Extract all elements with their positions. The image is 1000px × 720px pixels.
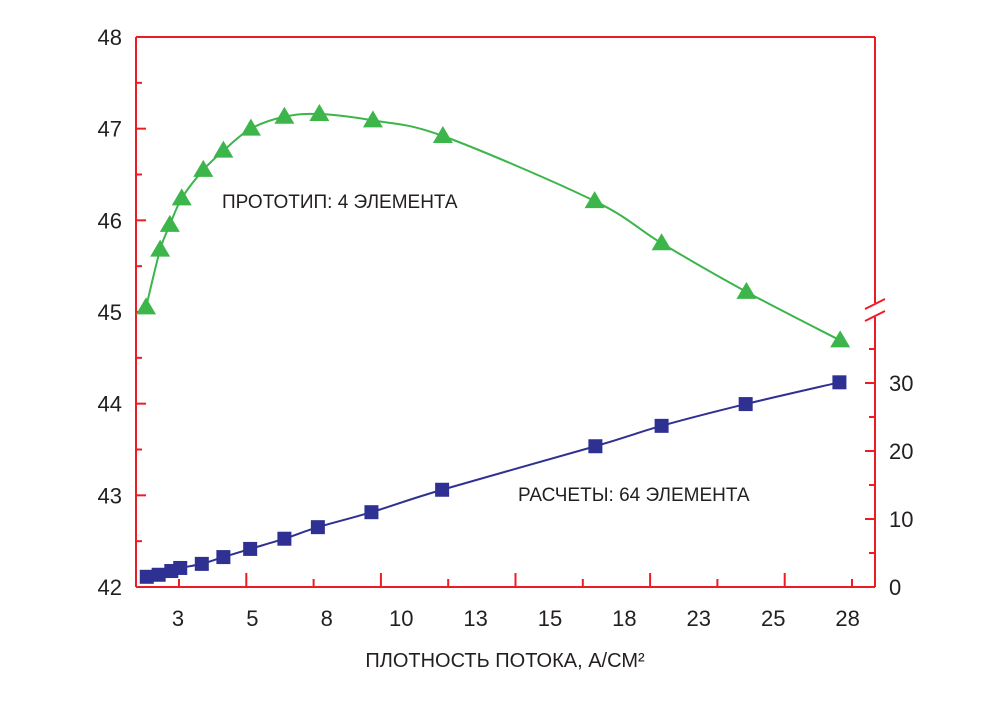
prototype-data-point — [171, 188, 192, 206]
curves — [145, 112, 841, 578]
calculated-data-point — [277, 531, 292, 546]
left-tick-label: 47 — [98, 117, 122, 142]
prototype-data-point — [193, 159, 214, 177]
prototype-data-point — [274, 106, 295, 124]
calculated-data-point — [139, 569, 154, 584]
x-tick-label: 23 — [687, 606, 711, 631]
x-tick-label: 5 — [246, 606, 258, 631]
left-tick-label: 42 — [98, 575, 122, 600]
markers — [136, 104, 851, 584]
calculated-data-point — [243, 541, 258, 556]
series-label-calculated: РАСЧЕТЫ: 64 ЭЛЕМЕНТА — [518, 485, 750, 506]
prototype-data-point — [309, 104, 330, 121]
prototype-data-point — [159, 214, 180, 232]
prototype-data-point — [213, 140, 234, 158]
calculated-data-point — [364, 505, 379, 520]
right-tick-label: 30 — [889, 371, 913, 396]
prototype-data-point — [584, 191, 605, 209]
x-tick-label: 10 — [389, 606, 413, 631]
calculated-data-point — [435, 482, 450, 497]
right-tick-label: 10 — [889, 507, 913, 532]
x-tick-label: 3 — [172, 606, 184, 631]
calculated-data-point — [173, 560, 188, 575]
prototype-data-point — [651, 233, 672, 251]
left-tick-label: 46 — [98, 208, 122, 233]
left-tick-label: 48 — [98, 25, 122, 50]
calculated-data-point — [832, 375, 847, 390]
calculated-data-point — [151, 567, 166, 582]
prototype-data-point — [240, 118, 261, 136]
left-tick-label: 43 — [98, 483, 122, 508]
right-tick-label: 0 — [889, 575, 901, 600]
axes: 42 43 44 45 46 47 48 0 10 20 30 3 5 8 10 13 15 18 23 25 28 — [98, 25, 914, 631]
left-tick-label: 44 — [98, 392, 122, 417]
series-label-prototype: ПРОТОТИП: 4 ЭЛЕМЕНТА — [222, 192, 458, 213]
prototype-data-point — [362, 110, 383, 128]
axis-break-mark — [864, 310, 886, 322]
calculated-data-point — [654, 418, 669, 433]
calculated-data-point — [310, 520, 325, 535]
x-tick-label: 15 — [538, 606, 562, 631]
calculated-data-point — [588, 439, 603, 454]
x-axis-title: ПЛОТНОСТЬ ПОТОКА, А/СМ² — [365, 650, 645, 672]
right-tick-label: 20 — [889, 439, 913, 464]
calculated-data-point — [216, 550, 231, 565]
prototype-curve — [145, 112, 841, 342]
x-tick-label: 28 — [835, 606, 859, 631]
left-tick-label: 45 — [98, 300, 122, 325]
prototype-data-point — [150, 239, 171, 257]
x-tick-label: 18 — [612, 606, 636, 631]
x-tick-label: 13 — [463, 606, 487, 631]
prototype-data-point — [830, 330, 851, 348]
axis-break-mark — [864, 298, 886, 310]
calculated-data-point — [738, 397, 753, 412]
prototype-data-point — [136, 297, 157, 315]
prototype-data-point — [432, 126, 453, 143]
calculated-data-point — [194, 556, 209, 571]
x-tick-label: 25 — [761, 606, 785, 631]
x-tick-label: 8 — [321, 606, 333, 631]
prototype-data-point — [736, 281, 757, 299]
